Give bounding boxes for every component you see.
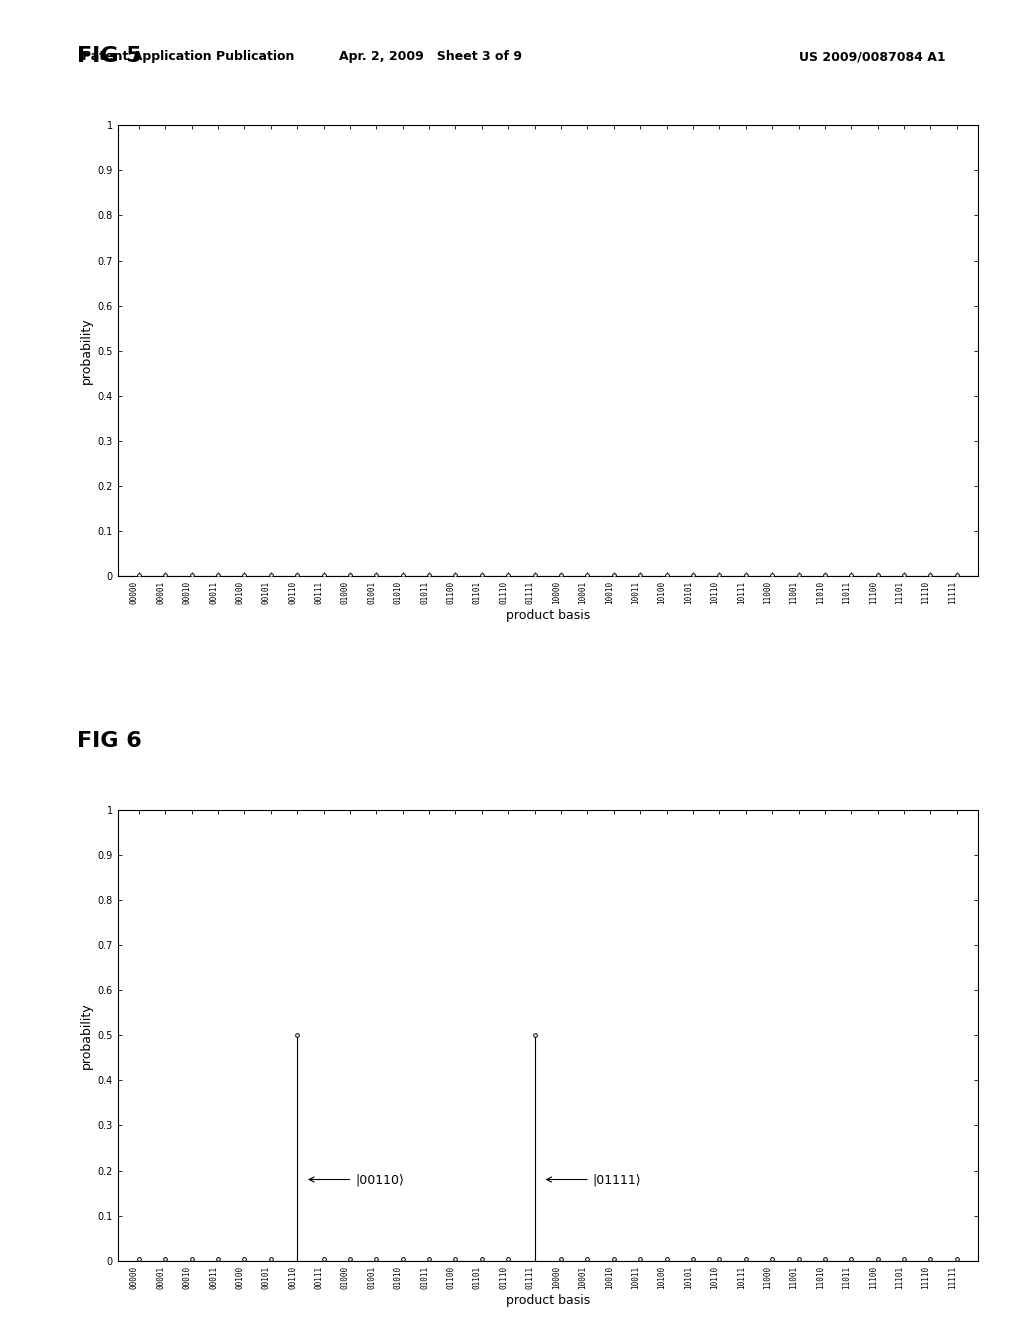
Point — [474, 564, 490, 585]
Point — [289, 1024, 305, 1045]
Y-axis label: probability: probability — [80, 1002, 93, 1069]
Point — [394, 1249, 411, 1270]
Point — [580, 1249, 596, 1270]
Point — [658, 564, 675, 585]
Point — [315, 1249, 332, 1270]
Point — [632, 564, 648, 585]
Point — [711, 564, 727, 585]
Point — [342, 564, 358, 585]
Point — [817, 564, 834, 585]
Point — [289, 564, 305, 585]
Point — [342, 1249, 358, 1270]
Point — [447, 1249, 464, 1270]
Point — [896, 1249, 912, 1270]
Point — [948, 1249, 965, 1270]
Point — [369, 564, 385, 585]
Point — [210, 1249, 226, 1270]
Point — [262, 564, 279, 585]
Point — [869, 1249, 886, 1270]
Point — [658, 1249, 675, 1270]
Point — [500, 1249, 516, 1270]
Point — [605, 564, 622, 585]
Point — [711, 1249, 727, 1270]
Point — [183, 564, 200, 585]
Point — [843, 564, 859, 585]
Point — [394, 564, 411, 585]
Point — [685, 564, 701, 585]
Point — [315, 564, 332, 585]
Point — [817, 1249, 834, 1270]
Point — [923, 564, 939, 585]
Point — [526, 564, 543, 585]
Point — [791, 564, 807, 585]
Point — [157, 1249, 173, 1270]
Point — [764, 1249, 780, 1270]
Point — [553, 564, 569, 585]
Point — [421, 1249, 437, 1270]
Point — [791, 1249, 807, 1270]
Point — [737, 1249, 754, 1270]
Point — [210, 564, 226, 585]
Point — [923, 1249, 939, 1270]
Point — [526, 1024, 543, 1045]
X-axis label: product basis: product basis — [506, 1294, 590, 1307]
Point — [632, 1249, 648, 1270]
Text: Patent Application Publication: Patent Application Publication — [82, 50, 294, 63]
Point — [685, 1249, 701, 1270]
Text: FIG 6: FIG 6 — [77, 731, 141, 751]
Point — [580, 564, 596, 585]
X-axis label: product basis: product basis — [506, 610, 590, 623]
Point — [474, 1249, 490, 1270]
Point — [869, 564, 886, 585]
Point — [843, 1249, 859, 1270]
Point — [421, 564, 437, 585]
Point — [948, 564, 965, 585]
Point — [896, 564, 912, 585]
Point — [447, 564, 464, 585]
Point — [157, 564, 173, 585]
Point — [183, 1249, 200, 1270]
Point — [131, 564, 147, 585]
Point — [262, 1249, 279, 1270]
Point — [737, 564, 754, 585]
Point — [553, 1249, 569, 1270]
Text: FIG 5: FIG 5 — [77, 46, 141, 66]
Point — [237, 1249, 253, 1270]
Point — [764, 564, 780, 585]
Point — [237, 564, 253, 585]
Text: |01111⟩: |01111⟩ — [547, 1173, 641, 1185]
Point — [500, 564, 516, 585]
Point — [605, 1249, 622, 1270]
Text: |00110⟩: |00110⟩ — [309, 1173, 404, 1185]
Text: Apr. 2, 2009   Sheet 3 of 9: Apr. 2, 2009 Sheet 3 of 9 — [339, 50, 521, 63]
Text: US 2009/0087084 A1: US 2009/0087084 A1 — [799, 50, 945, 63]
Y-axis label: probability: probability — [80, 317, 93, 384]
Point — [369, 1249, 385, 1270]
Point — [131, 1249, 147, 1270]
